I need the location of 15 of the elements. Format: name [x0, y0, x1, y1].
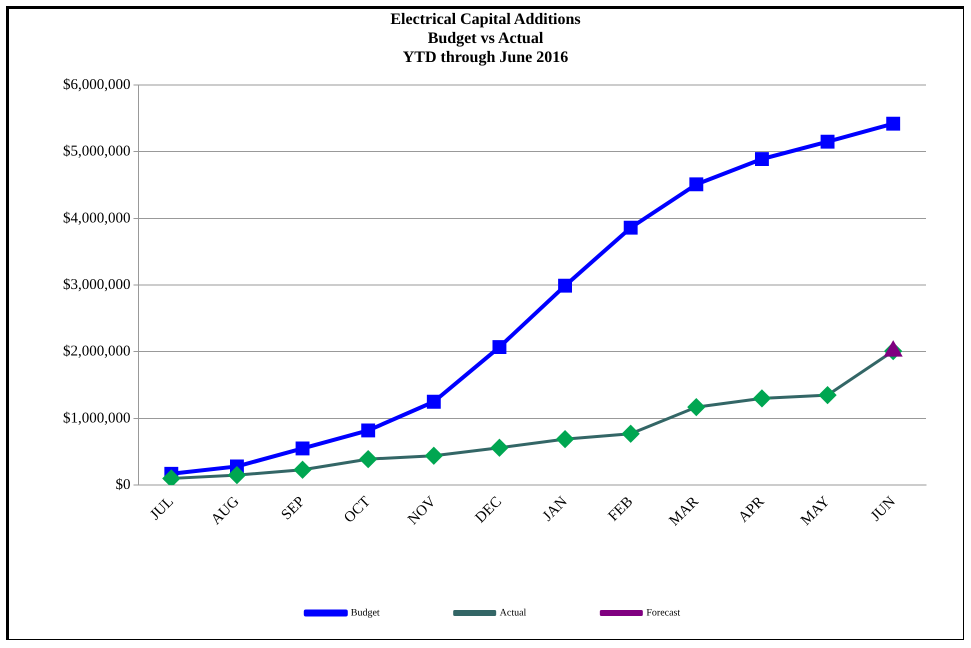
legend-label: Actual: [500, 608, 527, 619]
y-tick-label: $4,000,000: [63, 210, 130, 226]
y-tick-label: $6,000,000: [63, 76, 130, 93]
x-tick-label: FEB: [606, 494, 636, 525]
x-tick-label: APR: [736, 494, 768, 526]
y-tick-label: $5,000,000: [63, 144, 130, 160]
y-tick-label: $3,000,000: [63, 276, 130, 293]
chart-title: Electrical Capital Additions Budget vs Actual YTD through June 2016: [389, 10, 582, 67]
legend-label: Forecast: [646, 608, 680, 619]
legend-label: Budget: [350, 608, 380, 619]
y-tick-label: $0: [116, 477, 130, 494]
y-tick-label: $1,000,000: [63, 410, 130, 426]
y-tick-label: $2,000,000: [63, 344, 130, 360]
x-tick-label: JUL: [147, 494, 177, 524]
x-tick-label: SEP: [278, 494, 308, 524]
